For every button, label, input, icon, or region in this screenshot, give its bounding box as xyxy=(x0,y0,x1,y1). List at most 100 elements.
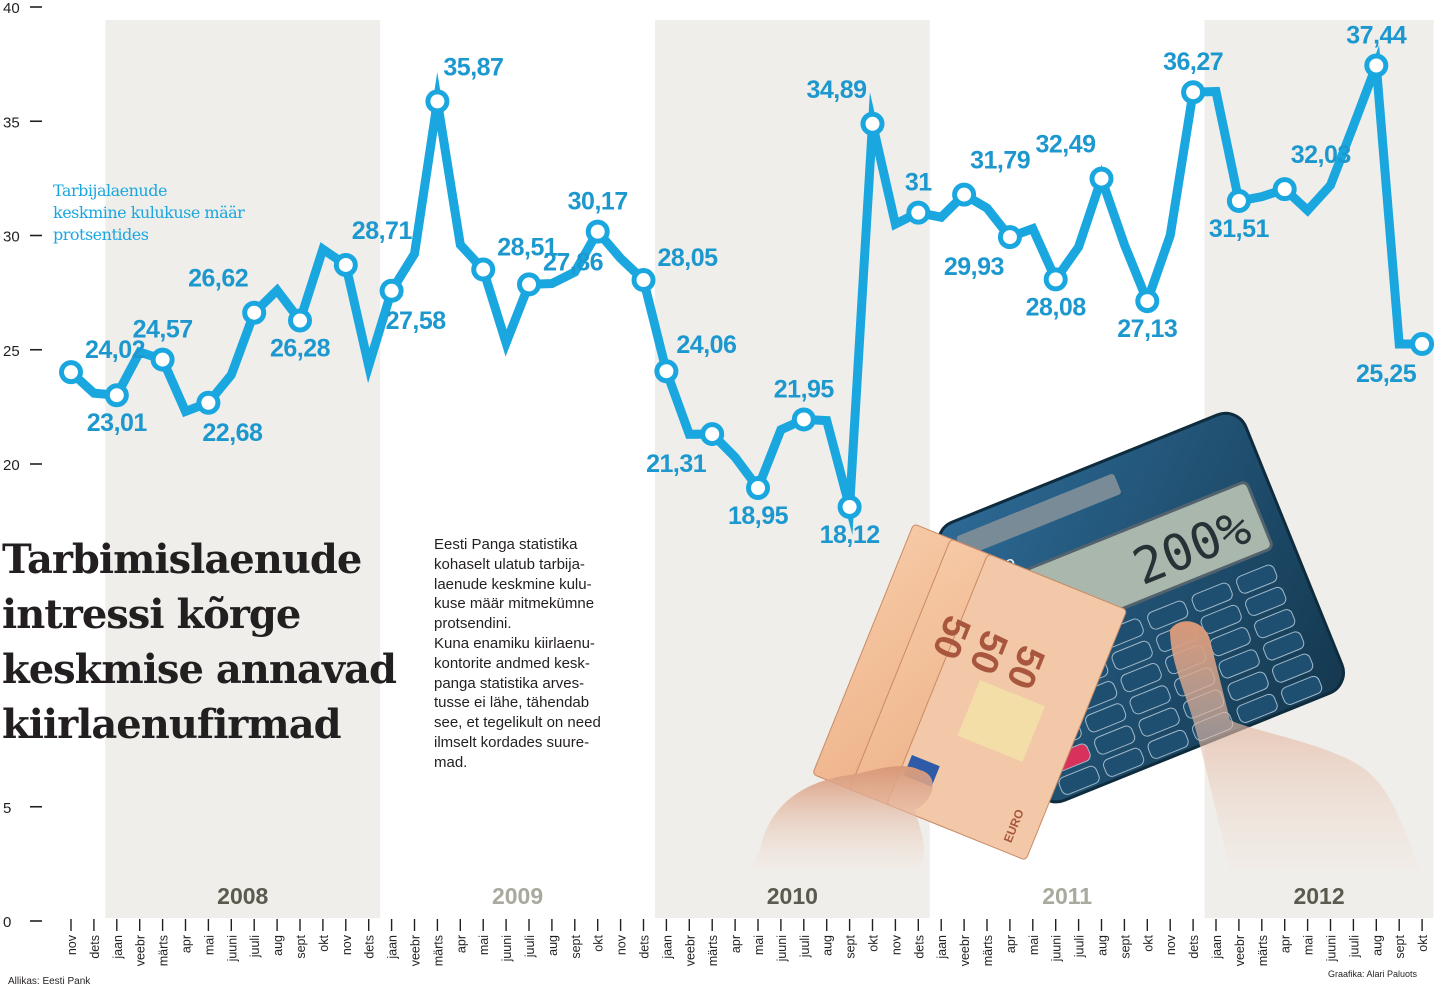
calculator-key xyxy=(1120,663,1162,693)
x-tick-label: aug xyxy=(1096,935,1110,956)
x-tick-label: aug xyxy=(1370,935,1384,956)
body-line: see, et tegelikult on need xyxy=(434,714,601,732)
data-point xyxy=(952,182,977,207)
body-line: tusse ei lähe, tähendab xyxy=(434,694,590,712)
calculator-key xyxy=(1236,564,1278,594)
series-label-line: protsentides xyxy=(53,225,149,244)
data-label: 32,49 xyxy=(1035,131,1095,159)
x-tick-label: juuni xyxy=(1050,935,1064,962)
year-label: 2012 xyxy=(1293,883,1344,909)
data-point xyxy=(1410,332,1435,357)
x-tick-label: jaan xyxy=(660,935,674,960)
x-tick-label: apr xyxy=(1004,935,1018,953)
data-label: 28,08 xyxy=(1026,293,1087,321)
year-labels: 2008 2009 2010 2011 2012 xyxy=(217,883,1344,909)
data-label: 26,62 xyxy=(188,265,248,293)
x-tick-label: veebr xyxy=(409,935,423,966)
data-point xyxy=(860,111,885,136)
x-tick-label: aug xyxy=(821,935,835,956)
x-tick-label: nov xyxy=(889,934,903,955)
data-point xyxy=(1364,53,1389,78)
calculator-key xyxy=(1103,747,1145,777)
data-point xyxy=(654,359,679,384)
x-tick-label: mai xyxy=(477,935,491,955)
calculator-key xyxy=(1094,725,1136,755)
x-tick-label: veebr xyxy=(1233,935,1247,966)
data-point xyxy=(631,268,656,293)
data-label: 30,17 xyxy=(568,188,628,216)
x-tick-label: märts xyxy=(706,935,720,966)
data-point xyxy=(1181,80,1206,105)
data-point xyxy=(150,347,175,372)
data-point xyxy=(288,308,312,333)
y-tick-label: 40 xyxy=(3,0,20,17)
graphics-credit: Graafika: Alari Paluots xyxy=(1328,969,1418,979)
x-tick-label: veebr xyxy=(958,935,972,966)
data-label: 27,13 xyxy=(1117,315,1177,343)
x-tick-label: veebr xyxy=(683,935,697,966)
body-line: Eesti Panga statistika xyxy=(434,536,578,553)
calculator-key xyxy=(1085,703,1127,733)
body-line: ilmselt kordades suure- xyxy=(434,733,590,751)
calculator-key xyxy=(1227,671,1269,701)
body-line: kontorite andmed kesk- xyxy=(434,654,590,672)
data-point xyxy=(837,494,862,519)
data-label: 35,87 xyxy=(443,53,503,81)
x-tick-label: apr xyxy=(729,935,743,953)
data-label: 26,28 xyxy=(270,335,331,363)
year-label: 2011 xyxy=(1042,883,1092,909)
calculator-key xyxy=(1218,649,1260,679)
data-label: 25,25 xyxy=(1356,360,1417,388)
data-label: 28,51 xyxy=(497,234,558,262)
x-tick-label: okt xyxy=(1416,934,1430,951)
data-label: 21,31 xyxy=(646,450,707,478)
data-point xyxy=(791,407,816,432)
series-label: Tarbijalaenude keskmine kulukuse määr pr… xyxy=(53,180,283,246)
data-label: 37,44 xyxy=(1346,21,1407,49)
left-hand xyxy=(750,766,933,870)
x-tick-label: dets xyxy=(1187,935,1201,959)
data-label: 21,95 xyxy=(774,375,835,403)
data-label: 24,02 xyxy=(85,336,145,364)
x-tick-label: juuni xyxy=(500,935,514,962)
data-point xyxy=(1226,188,1251,213)
x-tick-label: juuli xyxy=(798,935,812,958)
data-label: 28,05 xyxy=(658,244,719,272)
x-tick-label: märts xyxy=(431,935,445,966)
x-tick-label: okt xyxy=(317,934,331,951)
data-label: 31,79 xyxy=(970,147,1030,175)
calculator-key xyxy=(1147,600,1189,630)
body-text: Eesti Panga statistika kohaselt ulatub t… xyxy=(434,535,634,773)
headline-line: kiirlaenufirmad xyxy=(2,701,342,748)
body-line: Kuna enamiku kiirlaenu- xyxy=(434,634,595,652)
year-band xyxy=(105,20,381,918)
data-label: 29,93 xyxy=(944,253,1004,281)
data-label: 18,95 xyxy=(728,502,789,530)
x-tick-label: juuni xyxy=(775,935,789,962)
data-label: 34,89 xyxy=(806,76,866,104)
x-tick-label: veebr xyxy=(134,935,148,966)
calculator-key xyxy=(1272,653,1314,683)
x-tick-label: mai xyxy=(752,935,766,955)
headline-line: Tarbimislaenude xyxy=(2,536,362,583)
data-point xyxy=(517,272,541,297)
body-line: mad. xyxy=(434,753,468,771)
calculator-money-photo: CASIO 200% 50 50 50 EURO xyxy=(750,411,1420,870)
x-tick-label: dets xyxy=(363,935,377,959)
calculator-key xyxy=(1147,729,1189,759)
data-point xyxy=(700,422,725,447)
body-line: laenude keskmine kulu- xyxy=(434,575,592,593)
body-line: kuse määr mitmekümne xyxy=(434,595,595,613)
x-tick-label: märts xyxy=(1256,935,1270,966)
x-tick-label: jaan xyxy=(111,935,125,960)
calculator-key xyxy=(1254,609,1296,639)
y-axis: 0 5 20 25 30 35 40 xyxy=(3,0,42,931)
y-tick-label: 30 xyxy=(3,229,20,246)
year-label: 2010 xyxy=(767,883,818,909)
data-label: 23,01 xyxy=(87,409,148,437)
x-tick-label: aug xyxy=(546,935,560,956)
body-line: panga statistika arves- xyxy=(434,674,585,692)
calculator-key xyxy=(1138,707,1180,737)
x-tick-label: nov xyxy=(615,934,629,955)
